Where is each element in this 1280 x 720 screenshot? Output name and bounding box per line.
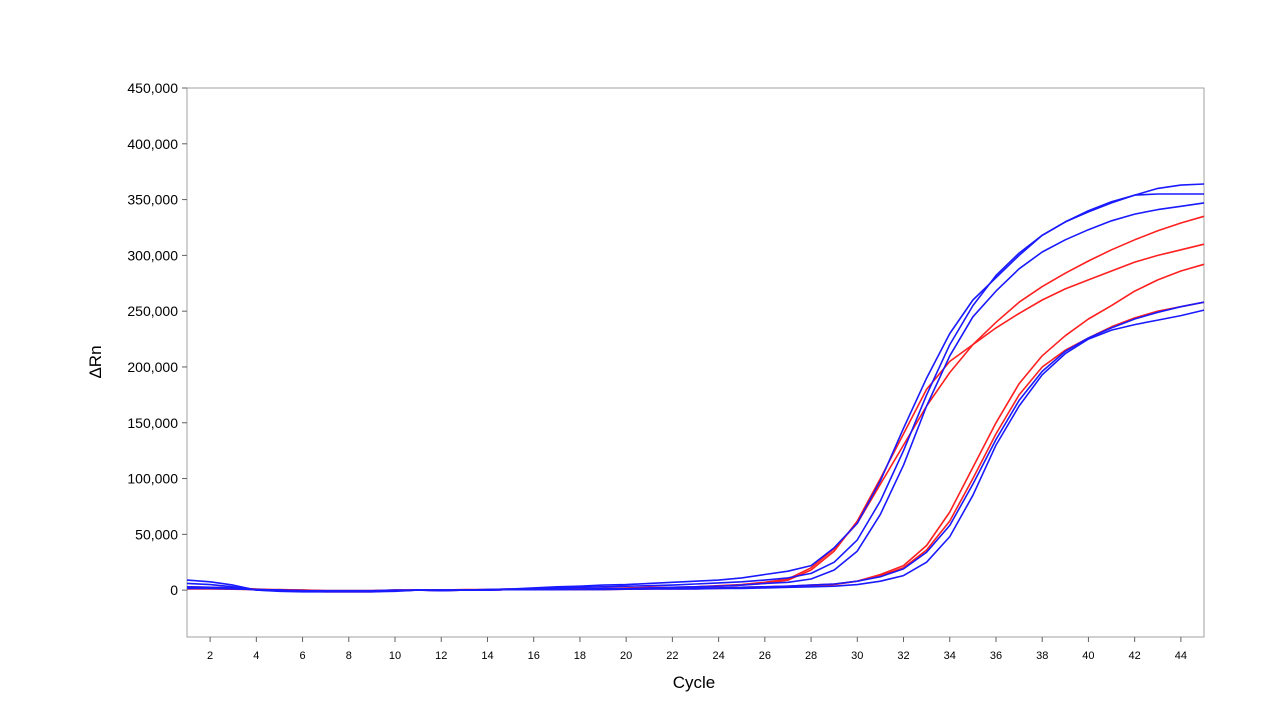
x-tick-label: 26 (759, 650, 771, 662)
x-tick-label: 14 (481, 650, 493, 662)
y-axis-title: ΔRn (86, 345, 105, 378)
y-tick-label: 450,000 (127, 80, 178, 96)
x-tick-label: 38 (1036, 650, 1048, 662)
y-tick-label: 250,000 (127, 303, 178, 319)
x-tick-label: 40 (1082, 650, 1094, 662)
x-tick-label: 30 (851, 650, 863, 662)
x-tick-label: 18 (574, 650, 586, 662)
x-tick-label: 28 (805, 650, 817, 662)
x-tick-label: 4 (253, 650, 259, 662)
y-tick-label: 400,000 (127, 136, 178, 152)
series-group (186, 183, 1205, 593)
x-tick-label: 42 (1129, 650, 1141, 662)
blue-series-line-9 (186, 301, 1205, 593)
x-tick-label: 10 (389, 650, 401, 662)
x-tick-label: 24 (712, 650, 724, 662)
x-axis-title: Cycle (673, 673, 716, 692)
y-axis: 0 50,000 100,000 150,000 200,000 250,000 300,0… (127, 80, 187, 598)
y-tick-label: 200,000 (127, 359, 178, 375)
x-tick-label: 12 (435, 650, 447, 662)
x-tick-label: 32 (897, 650, 909, 662)
x-tick-label: 16 (528, 650, 540, 662)
y-tick-label: 300,000 (127, 247, 178, 263)
x-tick-label: 20 (620, 650, 632, 662)
y-tick-label: 150,000 (127, 415, 178, 431)
x-tick-label: 22 (666, 650, 678, 662)
x-tick-label: 8 (346, 650, 352, 662)
x-tick-label: 6 (300, 650, 306, 662)
y-tick-label: 50,000 (135, 526, 178, 542)
x-tick-label: 44 (1175, 650, 1187, 662)
x-tick-label: 2 (207, 650, 213, 662)
y-tick-label: 100,000 (127, 471, 178, 487)
y-tick-label: 0 (170, 582, 178, 598)
x-tick-label: 34 (944, 650, 956, 662)
y-tick-label: 350,000 (127, 192, 178, 208)
plot-area (186, 87, 1205, 638)
x-axis: 2 4 6 8 10 12 14 16 18 20 22 24 26 28 30 32 34 36 38 40 42 44 (207, 637, 1187, 662)
x-tick-label: 36 (990, 650, 1002, 662)
